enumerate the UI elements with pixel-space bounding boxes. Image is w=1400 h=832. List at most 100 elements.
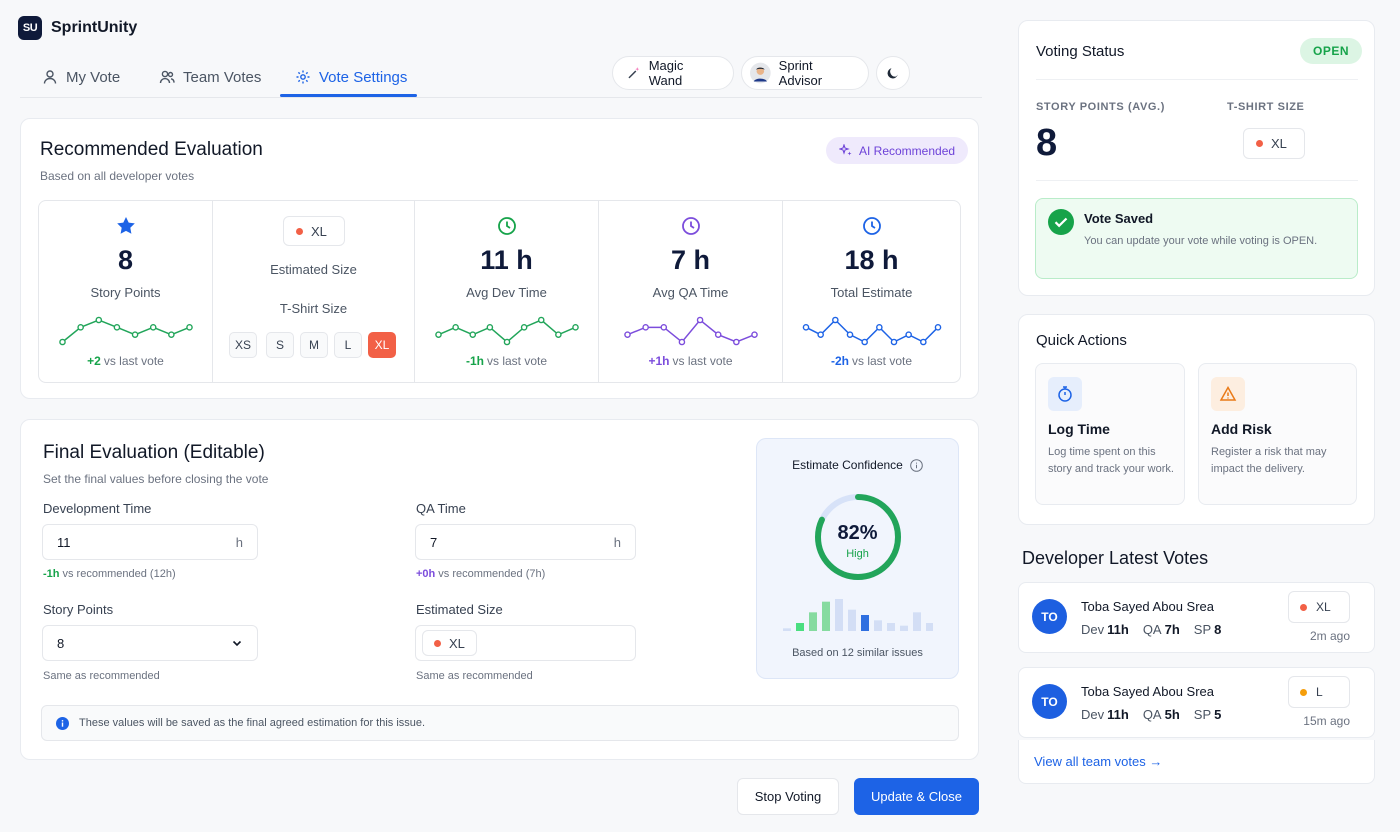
metric-story-points: 8 Story Points +2 vs last vote (39, 201, 213, 382)
size-option-xs[interactable]: XS (229, 332, 257, 358)
log-time-action[interactable]: Log Time Log time spent on this story an… (1035, 363, 1185, 505)
dev-time-input[interactable]: 11 h (42, 524, 258, 560)
tab-vote-settings[interactable]: Vote Settings (295, 62, 407, 92)
sparkline-point (696, 316, 703, 324)
hours-unit: h (235, 534, 243, 550)
tab-label: My Vote (66, 68, 121, 86)
delta-text: vs last vote (851, 354, 913, 368)
sparkline-point (554, 331, 562, 338)
confidence-header: Estimate Confidence (757, 458, 958, 472)
confidence-level: High (846, 548, 869, 560)
theme-toggle-button[interactable] (876, 56, 910, 90)
vote-saved-notice: Vote Saved You can update your vote whil… (1035, 198, 1358, 279)
sprint-advisor-button[interactable]: Sprint Advisor (741, 56, 869, 90)
size-field-chip: XL (422, 630, 477, 656)
check-circle-icon (1048, 209, 1074, 235)
size-chip: XL (283, 216, 345, 246)
vote-item[interactable]: TO Toba Sayed Abou Srea Dev 11h QA 5h SP 5 … (1018, 667, 1375, 738)
sparkline-point (167, 331, 175, 338)
metric-qa-time: 7 h Avg QA Time +1h vs last vote (599, 201, 783, 382)
qa-time-field-label: QA Time (416, 501, 466, 516)
histogram-bar (835, 599, 843, 631)
size-dot (1300, 688, 1307, 696)
confidence-arc (815, 494, 901, 580)
status-badge: OPEN (1300, 38, 1363, 64)
magic-wand-button[interactable]: Magic Wand (612, 56, 734, 90)
latest-votes-title: Developer Latest Votes (1022, 548, 1209, 568)
histogram-bar (822, 601, 830, 631)
dev-time-field-label: Development Time (43, 501, 152, 516)
sparkline-point (732, 338, 740, 346)
confidence-ring (815, 494, 901, 580)
vote-item[interactable]: TO Toba Sayed Abou Srea Dev 11h QA 7h SP 8 … (1018, 582, 1375, 653)
histogram-bar (913, 612, 921, 631)
sparkline-point (714, 331, 722, 338)
size-option-xl[interactable]: XL (368, 332, 396, 358)
dev-value: 11h (1107, 622, 1129, 637)
update-close-button[interactable]: Update & Close (854, 778, 979, 815)
total-estimate-label: Total Estimate (830, 285, 913, 300)
sparkline-path (61, 319, 190, 343)
add-risk-action[interactable]: Add Risk Register a risk that may impact… (1198, 363, 1357, 505)
size-dot (1256, 140, 1263, 147)
sparkline-point (113, 324, 120, 331)
histogram-bar (887, 623, 895, 631)
dev-time-delta: -1h vs last vote (415, 354, 598, 368)
histogram-bar (783, 628, 791, 631)
story-points-label: Story Points (90, 285, 161, 300)
delta-value: +2 (87, 354, 101, 368)
story-points-select[interactable]: 8 (42, 625, 258, 661)
tshirt-size-caption: T-SHIRT SIZE (1227, 101, 1305, 113)
size-field[interactable]: XL (415, 625, 636, 661)
chevron-down-icon (232, 640, 242, 647)
recommended-evaluation-card (20, 118, 979, 399)
sparkline-point (486, 324, 493, 331)
status-size-chip: XL (1243, 128, 1305, 159)
metric-total-estimate: 18 h Total Estimate -2h vs last vote (783, 201, 960, 382)
size-option-m[interactable]: M (300, 332, 328, 358)
vote-stats: Dev 11h QA 7h SP 8 (1081, 622, 1221, 637)
warning-icon (1211, 377, 1245, 411)
story-points-hint: Same as recommended (43, 670, 160, 682)
sparkline-point (503, 338, 510, 346)
vote-qa: QA 5h (1143, 707, 1180, 722)
view-all-votes-link[interactable]: View all team votes → (1034, 754, 1163, 769)
gear-icon (296, 70, 310, 84)
histogram-bar (809, 612, 817, 631)
size-option-s[interactable]: S (266, 332, 294, 358)
size-dot (434, 639, 441, 647)
sparkline-point (816, 331, 824, 338)
magic-wand-icon (628, 67, 640, 79)
hint-delta: +0h (416, 568, 436, 580)
sparkline-point (537, 316, 545, 324)
size-option-l[interactable]: L (334, 332, 362, 358)
confidence-histogram (783, 599, 933, 631)
size-field-value: XL (449, 635, 465, 651)
tab-team-votes[interactable]: Team Votes (159, 62, 261, 92)
vote-dev: Dev 11h (1081, 622, 1129, 637)
metric-dev-time: 11 h Avg Dev Time -1h vs last vote (415, 201, 599, 382)
sparkline-point (571, 324, 579, 331)
clock-icon (497, 217, 516, 235)
sparkline-point (451, 324, 459, 331)
dev-label: Dev (1081, 707, 1105, 722)
qa-value: 7h (1164, 622, 1180, 637)
qa-time-value: 7 h (670, 245, 710, 275)
final-evaluation-subtitle: Set the final values before closing the … (43, 472, 269, 486)
info-circle-icon[interactable] (910, 458, 923, 472)
tab-my-vote[interactable]: My Vote (42, 62, 120, 92)
stop-voting-button[interactable]: Stop Voting (737, 778, 839, 815)
vote-stats: Dev 11h QA 5h SP 5 (1081, 707, 1221, 722)
voting-status-title: Voting Status (1036, 43, 1125, 60)
clock-icon (681, 217, 700, 235)
clock-icon (862, 217, 881, 235)
size-field-label: Estimated Size (416, 602, 503, 617)
users-icon (159, 70, 175, 84)
vote-size: XL (1316, 600, 1331, 614)
qa-time-label: Avg QA Time (652, 285, 729, 300)
delta-text: vs last vote (486, 354, 548, 368)
vote-size-chip: XL (1288, 591, 1350, 623)
delta-text: vs last vote (672, 354, 733, 368)
dev-time-value: 11 h (480, 245, 533, 275)
